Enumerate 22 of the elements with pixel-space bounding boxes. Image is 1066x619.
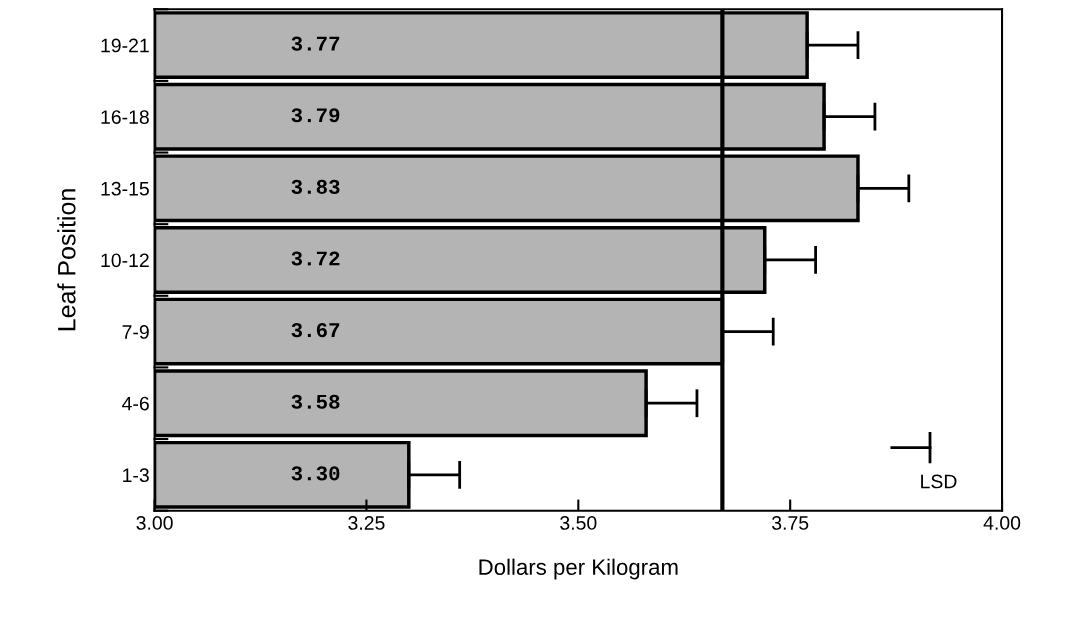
y-tick-label: 10-12: [101, 253, 149, 268]
annotation: LSD: [921, 474, 957, 489]
y-tick-label: 16-18: [101, 110, 149, 124]
y-tick-label: 4-6: [122, 396, 149, 411]
x-tick-label: 3.75: [771, 516, 809, 530]
x-tick-label: 4.00: [983, 516, 1021, 530]
x-tick-label: 3.50: [560, 516, 597, 530]
data-label: 3.30: [291, 466, 340, 481]
data-label: 3.67: [291, 323, 340, 338]
x-tick-label: 3.00: [136, 516, 173, 530]
x-tick-label: 3.25: [348, 516, 385, 530]
y-axis-title: Leaf Position: [57, 189, 76, 331]
data-label: 3.77: [291, 36, 340, 51]
data-label: 3.79: [291, 108, 340, 123]
data-label: 3.83: [291, 179, 340, 194]
y-tick-label: 19-21: [101, 38, 149, 53]
y-tick-label: 7-9: [122, 325, 149, 339]
y-tick-label: 13-15: [101, 181, 149, 196]
x-axis-title: Dollars per Kilogram: [479, 558, 678, 580]
data-label: 3.58: [291, 394, 340, 409]
y-tick-label: 1-3: [123, 468, 149, 483]
data-label: 3.72: [291, 251, 340, 266]
